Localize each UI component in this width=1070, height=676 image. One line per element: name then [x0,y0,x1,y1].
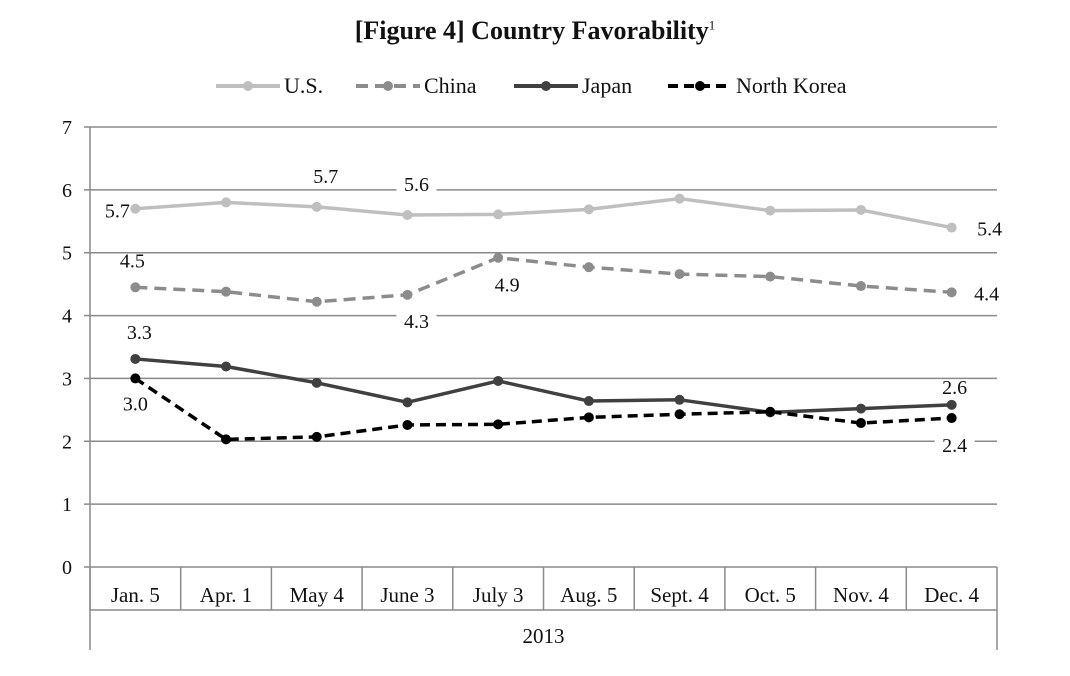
legend-label: North Korea [736,73,847,98]
data-point [311,431,322,442]
data-point [765,271,776,282]
data-label: 5.4 [977,219,1002,241]
y-tick-label: 1 [62,494,72,516]
data-point [946,222,957,233]
data-point [130,203,141,214]
legend-label: China [424,73,477,98]
data-label: 3.0 [123,393,148,415]
data-point [221,434,232,445]
title-footnote: 1 [708,17,716,33]
data-point [493,252,504,263]
legend: U.S. China Japan North Korea [216,73,847,98]
data-label: 3.3 [127,322,152,344]
legend-label: U.S. [284,73,323,98]
data-label: 5.7 [105,201,130,223]
series-line-china [135,255,952,304]
data-point [946,399,957,410]
x-tick-label: Sept. 4 [650,583,709,607]
x-tick-label: Jan. 5 [111,583,160,607]
data-point [130,373,141,384]
y-tick-label: 2 [62,431,72,453]
data-point [855,281,866,292]
data-label: 5.6 [404,174,429,196]
data-point [493,419,504,430]
x-tick-label: Apr. 1 [200,583,253,607]
legend-label: Japan [582,73,632,98]
series-lines [130,193,957,445]
data-point [221,286,232,297]
data-label-bg [396,173,437,196]
data-label-bg [396,309,437,333]
x-tick-label: June 3 [380,583,434,607]
data-label-bg [305,164,346,188]
x-tick-label: May 4 [290,583,345,607]
data-point [674,193,685,204]
data-label: 4.5 [120,250,145,272]
data-point [674,409,685,420]
data-label: 4.4 [974,283,999,305]
data-point [221,361,232,372]
data-point [674,269,685,280]
data-point [130,353,141,364]
data-point [765,406,776,417]
x-tick-label: July 3 [473,583,524,607]
data-point [583,396,594,407]
data-label: 4.9 [495,275,520,297]
series-line-u-s [135,196,952,230]
data-point [311,296,322,307]
y-tick-label: 6 [62,180,72,202]
y-tick-label: 4 [62,306,72,328]
data-point [855,418,866,429]
legend-swatch-marker [383,81,393,91]
data-point [855,204,866,215]
axes: 0 1 2 3 4 5 6 7 Jan. 5 Apr. 1 May 4 June 3 July 3 Aug… [62,117,998,650]
data-label: 5.7 [313,166,338,188]
x-tick-label: Oct. 5 [745,583,796,607]
data-point [493,209,504,220]
y-tick-label: 0 [62,557,72,579]
data-label-bg [934,434,975,458]
chart-title: [Figure 4] Country Favorability1 [0,16,1070,46]
data-point [674,394,685,405]
x-group-label: 2013 [523,624,565,648]
data-point [402,289,413,300]
data-point [583,262,594,273]
data-point [583,412,594,423]
data-label: 4.3 [404,311,429,333]
series-line-japan [135,357,952,415]
data-labels: 5.7 5.7 5.6 5.4 4.5 4.3 4.9 4.4 3.3 2.6 3.0 2.4 [105,164,1002,458]
data-point [946,413,957,424]
y-tick-label: 5 [62,243,72,265]
data-point [855,403,866,414]
data-point [311,201,322,212]
gridlines [90,126,997,505]
data-label: 2.6 [942,377,967,399]
legend-swatch-marker [695,81,705,91]
data-point [402,210,413,220]
data-point [221,197,232,208]
data-point [583,204,594,215]
x-tick-label: Aug. 5 [560,583,617,607]
legend-swatch-marker [243,81,253,91]
y-tick-label: 7 [62,117,72,139]
data-point [311,377,322,388]
legend-swatch-marker [541,81,551,91]
data-label: 2.4 [942,435,967,457]
x-tick-label: Nov. 4 [833,583,889,607]
x-tick-label: Dec. 4 [924,583,979,607]
data-point [765,205,776,216]
data-point [402,397,413,408]
data-point [493,375,504,386]
chart-title-text: [Figure 4] Country Favorability [354,16,709,45]
data-point [946,287,957,298]
data-point [130,282,141,293]
data-point [402,419,413,430]
y-tick-label: 3 [62,368,72,390]
